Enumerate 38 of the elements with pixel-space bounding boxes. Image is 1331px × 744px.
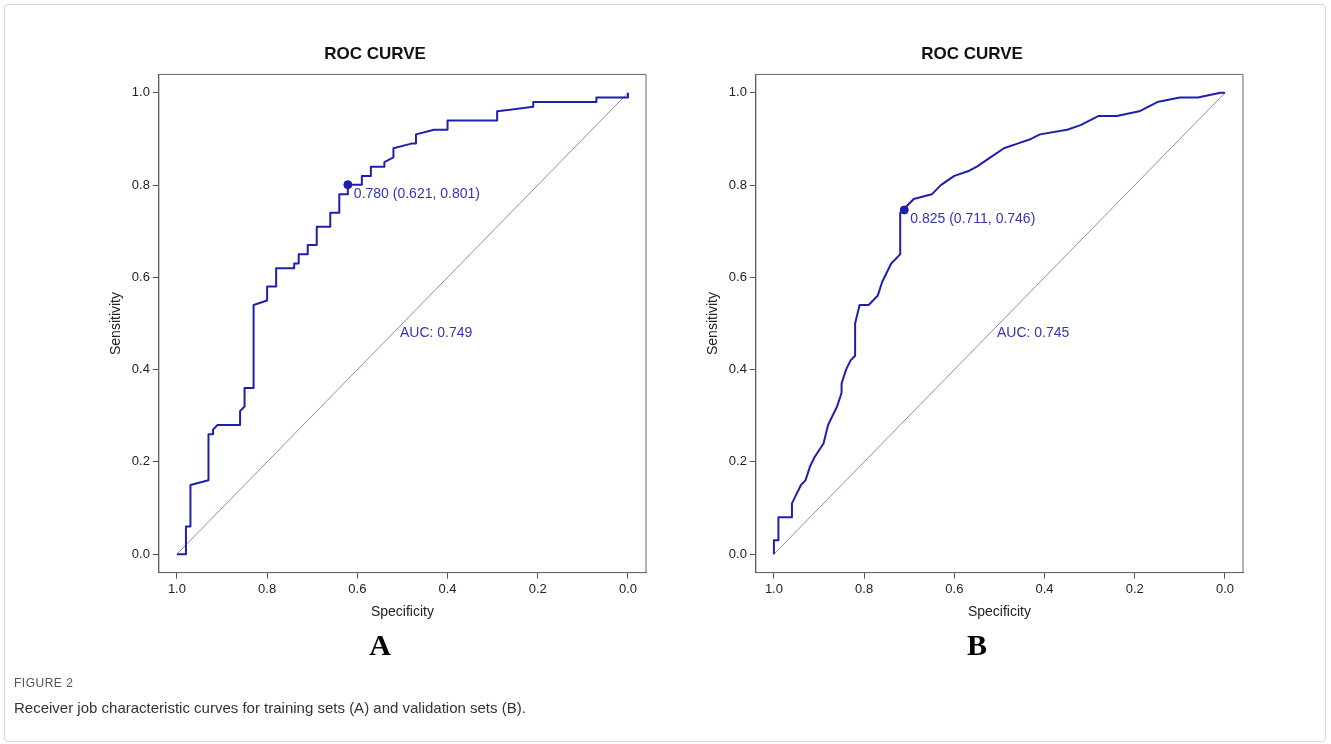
x-tick-label: 0.2 — [528, 580, 547, 596]
annotation: AUC: 0.749 — [400, 324, 473, 341]
x-tick-label: 0.4 — [438, 580, 457, 596]
y-tick-label: 0.2 — [728, 453, 747, 469]
x-axis-title: Specificity — [967, 603, 1031, 620]
x-tick-label: 0.8 — [258, 580, 277, 596]
y-tick-label: 0.4 — [131, 361, 150, 377]
y-tick-label: 0.6 — [728, 268, 747, 284]
x-tick-label: 0.8 — [855, 580, 874, 596]
y-axis-title: Sensitivity — [704, 291, 721, 356]
x-tick-label: 1.0 — [167, 580, 186, 596]
y-tick-label: 0.0 — [728, 545, 747, 561]
text: A — [368, 628, 392, 662]
y-tick-label: 0.8 — [728, 176, 747, 192]
annotation: AUC: 0.745 — [997, 324, 1070, 341]
x-tick-label: 1.0 — [764, 580, 783, 596]
y-tick-label: 1.0 — [728, 84, 747, 100]
text: B — [966, 628, 988, 662]
x-tick-label: 0.2 — [1125, 580, 1144, 596]
y-tick-label: 0.4 — [728, 361, 747, 377]
chart-title: ROC CURVE — [324, 43, 426, 63]
caption: FIGURE 2 — [14, 676, 74, 690]
y-tick-label: 0.8 — [131, 176, 150, 192]
y-axis-title: Sensitivity — [107, 291, 124, 356]
text: Receiver job characteristic curves for training sets (A) and validation sets (B). — [14, 699, 526, 716]
y-tick-label: 0.6 — [131, 268, 150, 284]
annotation: 0.825 (0.711, 0.746) — [910, 209, 1036, 226]
x-tick-label: 0.6 — [348, 580, 367, 596]
x-tick-label: 0.0 — [1215, 580, 1234, 596]
x-tick-label: 0.6 — [945, 580, 964, 596]
y-tick-label: 1.0 — [131, 84, 150, 100]
x-axis-title: Specificity — [370, 603, 434, 620]
annotation: 0.780 (0.621, 0.801) — [353, 184, 480, 201]
chart-title: ROC CURVE — [921, 43, 1023, 63]
x-tick-label: 0.0 — [618, 580, 637, 596]
y-tick-label: 0.2 — [131, 453, 150, 469]
x-tick-label: 0.4 — [1035, 580, 1054, 596]
y-tick-label: 0.0 — [131, 545, 150, 561]
